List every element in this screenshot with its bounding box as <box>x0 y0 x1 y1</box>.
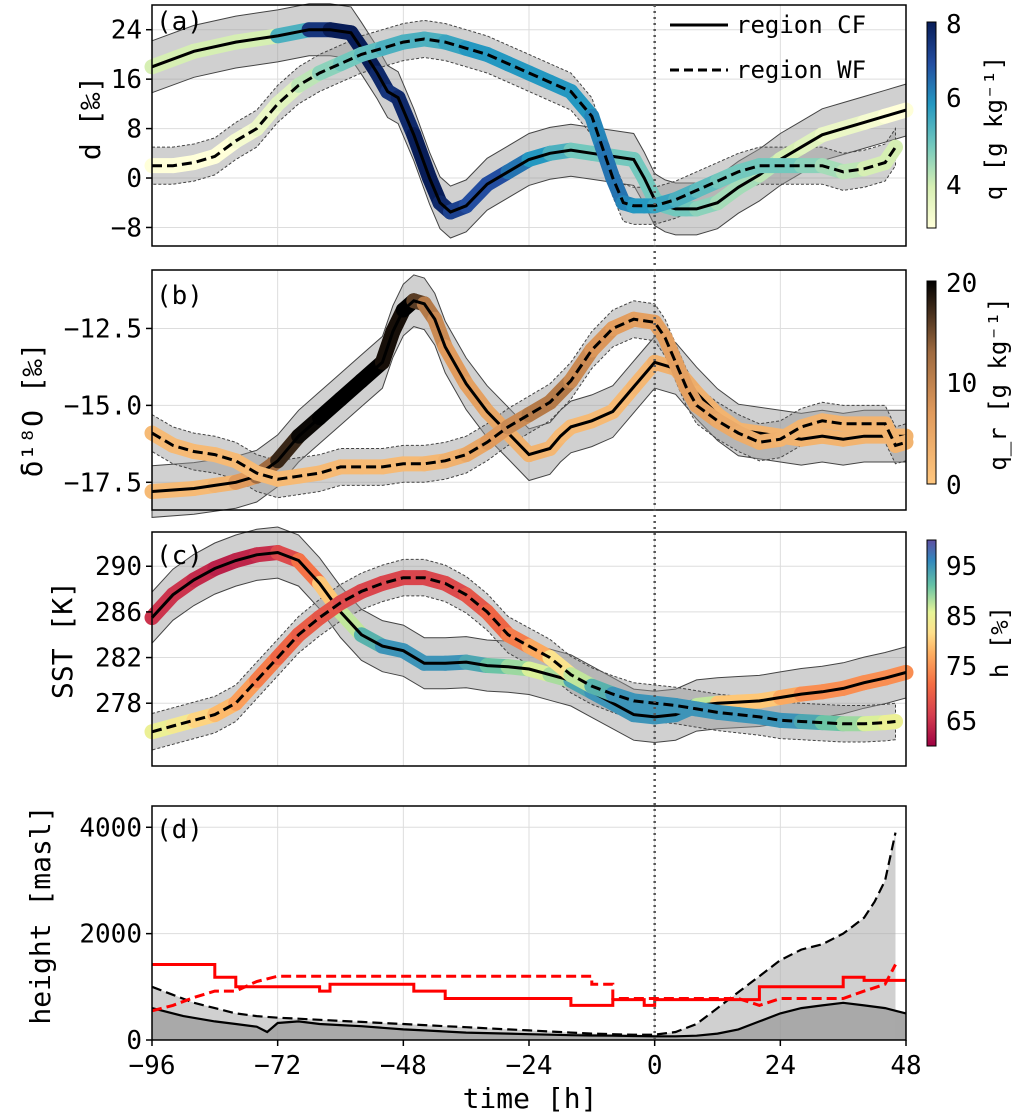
y-tick-label: 4000 <box>79 813 142 843</box>
panel-a-label: (a) <box>156 7 203 37</box>
colorbar-b-label: q_r [g kg⁻¹] <box>984 297 1012 470</box>
y-tick-label: 286 <box>95 598 142 628</box>
height-line-1 <box>151 832 897 1036</box>
x-tick-label: −72 <box>254 1051 301 1081</box>
height-line-3 <box>151 963 897 1013</box>
panel-d-spread-bands <box>152 832 906 1040</box>
y-tick-label: 282 <box>95 644 142 674</box>
y-tick-label: 0 <box>126 1026 142 1056</box>
panel-d-label: (d) <box>156 815 203 845</box>
y-tick-label: 8 <box>126 115 142 145</box>
series-line-wf <box>151 576 896 734</box>
legend: region CF region WF <box>670 11 866 84</box>
legend-entry-region-cf: region CF <box>736 11 866 39</box>
colorbar-c-tick-95: 95 <box>946 552 977 582</box>
y-tick-label: 16 <box>111 65 142 95</box>
panel-c-series <box>144 545 914 740</box>
colorbar-a-tick-4: 4 <box>946 171 962 201</box>
panel-a-frame <box>151 4 907 247</box>
x-tick-label: −96 <box>129 1051 176 1081</box>
height-line-0 <box>151 1001 907 1038</box>
panel-a-deuterium-excess: −8 0 8 16 24 (a) d [‰] region CF region WF 8… <box>74 3 1008 247</box>
colorbar-c-label: h [%] <box>986 606 1014 678</box>
panel-c-frame <box>151 531 907 767</box>
y-tick-label: −12.5 <box>64 314 142 344</box>
panel-d-height: 0 2000 4000 −96 −72 −48 −24 0 24 48 (d) height [… <box>24 805 922 1115</box>
legend-entry-region-wf: region WF <box>736 56 866 84</box>
panel-a-colorbar-gradient <box>926 21 937 229</box>
panel-b-label: (b) <box>156 281 203 311</box>
series-line-cf <box>150 550 907 719</box>
panel-b-colorbar: 20 10 0 q_r [g kg⁻¹] <box>926 269 1012 501</box>
height-area-wf <box>152 832 896 1040</box>
y-tick-label: −15.0 <box>64 391 142 421</box>
panel-c-y-axis-label: SST [K] <box>46 581 79 699</box>
panel-d-y-ticks: 0 2000 4000 <box>79 813 152 1056</box>
panel-d-x-ticks: −96 −72 −48 −24 0 24 48 <box>129 1040 922 1081</box>
panel-c-colorbar: 95 85 75 65 h [%] <box>926 539 1014 747</box>
panel-b-colorbar-gradient <box>926 280 937 485</box>
y-tick-label: 2000 <box>79 920 142 950</box>
panel-b-y-axis-label: δ¹⁸O [‰] <box>16 343 49 478</box>
panel-d-frame <box>151 805 907 1041</box>
panel-a-series <box>144 22 914 220</box>
height-line-2 <box>152 963 906 1007</box>
colorbar-c-tick-85: 85 <box>946 602 977 632</box>
panel-b-delta18o: −17.5 −15.0 −12.5 (b) δ¹⁸O [‰] 20 10 0 q_r… <box>16 269 1012 518</box>
panel-c-label: (c) <box>156 541 203 571</box>
panel-b-series <box>144 293 914 500</box>
colorbar-a-label: q [g kg⁻¹] <box>980 56 1008 201</box>
panel-c-sst: 278 282 286 290 (c) SST [K] 95 85 75 65 h [… <box>46 526 1014 767</box>
x-tick-label: 24 <box>765 1051 796 1081</box>
y-tick-label: −17.5 <box>64 468 142 498</box>
panel-b-y-ticks: −17.5 −15.0 −12.5 <box>64 314 152 498</box>
y-tick-label: 290 <box>95 552 142 582</box>
x-tick-label: −24 <box>506 1051 553 1081</box>
x-axis-label: time [h] <box>463 1082 598 1115</box>
panel-c-colorbar-gradient <box>926 539 937 747</box>
colorbar-c-tick-65: 65 <box>946 707 977 737</box>
panel-d-y-axis-label: height [masl] <box>24 805 57 1024</box>
series-line-wf <box>151 317 907 481</box>
y-tick-label: 278 <box>95 689 142 719</box>
x-tick-label: 48 <box>890 1051 921 1081</box>
x-tick-label: 0 <box>647 1051 663 1081</box>
colorbar-c-tick-75: 75 <box>946 652 977 682</box>
colorbar-b-tick-20: 20 <box>946 269 977 299</box>
panel-c-y-ticks: 278 282 286 290 <box>95 552 152 719</box>
panel-a-colorbar: 8 6 4 q [g kg⁻¹] <box>926 10 1008 229</box>
panel-a-y-ticks: −8 0 8 16 24 <box>111 16 152 243</box>
x-tick-label: −48 <box>380 1051 427 1081</box>
panel-d-series <box>151 832 907 1038</box>
series-line-wf <box>152 37 897 208</box>
y-tick-label: 24 <box>111 16 142 46</box>
panel-b-frame <box>151 269 907 511</box>
colorbar-a-tick-6: 6 <box>946 84 962 114</box>
colorbar-a-tick-8: 8 <box>946 10 962 40</box>
colorbar-b-tick-0: 0 <box>946 471 962 501</box>
panel-a-y-axis-label: d [‰] <box>74 76 107 160</box>
y-tick-label: −8 <box>111 213 142 243</box>
y-tick-label: 0 <box>126 164 142 194</box>
colorbar-b-tick-10: 10 <box>946 369 977 399</box>
